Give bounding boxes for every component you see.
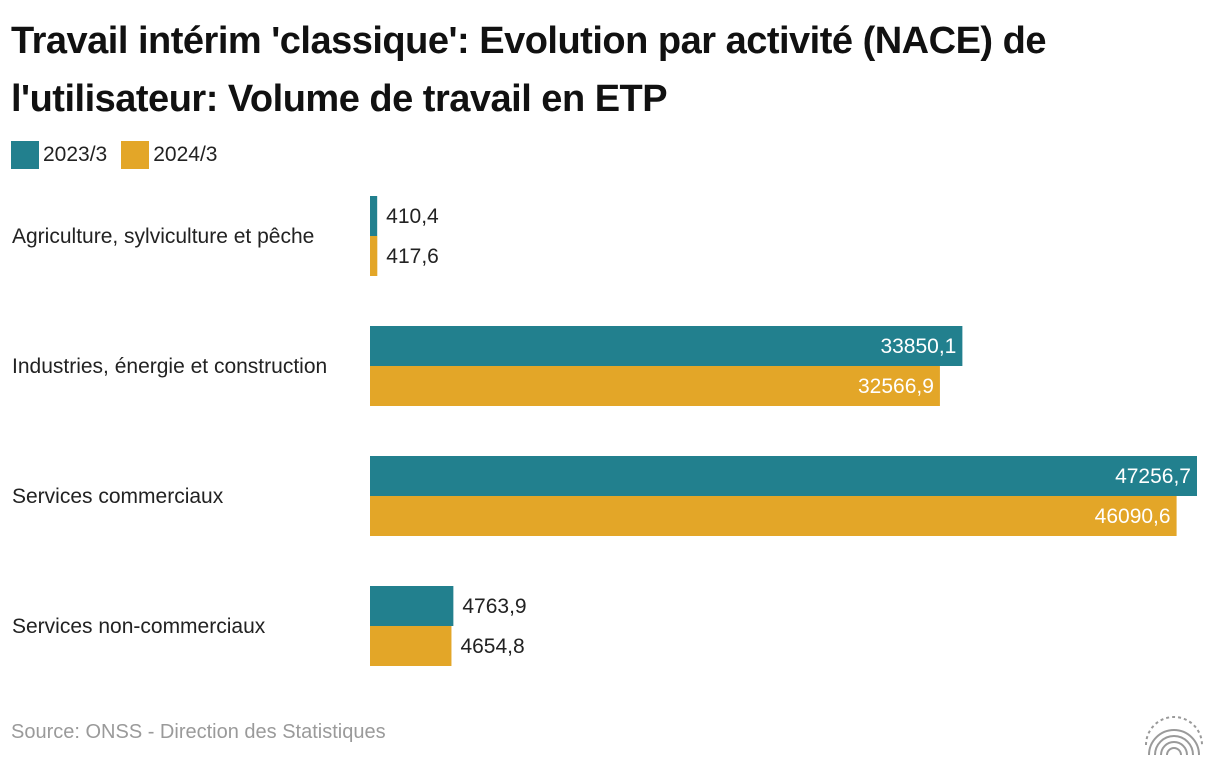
- bar-2023-3-agriculture-sylviculture-et-peche: [370, 196, 378, 236]
- category-label-services-non-commerciaux: Services non-commerciaux: [12, 615, 266, 638]
- legend-item-2023: 2023/3: [11, 141, 107, 169]
- bar-2023-3-services-non-commerciaux: [370, 586, 454, 626]
- value-label-2024-3-agriculture-sylviculture-et-peche: 417,6: [386, 245, 439, 268]
- legend-swatch-2024: [121, 141, 150, 169]
- value-label-2023-3-agriculture-sylviculture-et-peche: 410,4: [386, 205, 439, 228]
- value-label-2023-3-services-non-commerciaux: 4763,9: [462, 595, 526, 618]
- legend-label-2024: 2024/3: [153, 143, 218, 166]
- legend-swatch-2023: [11, 141, 39, 169]
- value-label-2024-3-services-non-commerciaux: 4654,8: [460, 635, 524, 658]
- category-label-agriculture-sylviculture-et-peche: Agriculture, sylviculture et pêche: [12, 225, 314, 248]
- bar-2024-3-services-commerciaux: [370, 496, 1177, 536]
- value-label-2024-3-industries-energie-et-construction: 32566,9: [858, 375, 934, 398]
- bar-2023-3-industries-energie-et-construction: [370, 326, 963, 366]
- bar-2024-3-services-non-commerciaux: [370, 626, 452, 666]
- legend-label-2023: 2023/3: [43, 143, 108, 166]
- category-label-services-commerciaux: Services commerciaux: [12, 485, 224, 508]
- bar-chart: Agriculture, sylviculture et pêche 410,4 4…: [12, 196, 1197, 666]
- legend: 2023/3 2024/3: [11, 141, 231, 169]
- bar-2023-3-services-commerciaux: [370, 456, 1197, 496]
- value-label-2023-3-services-commerciaux: 47256,7: [1115, 465, 1191, 488]
- category-label-industries-energie-et-construction: Industries, énergie et construction: [12, 355, 327, 378]
- chart-title: Travail intérim 'classique': Evolution p…: [11, 20, 1046, 120]
- source-note: Source: ONSS - Direction des Statistique…: [11, 721, 386, 743]
- value-label-2024-3-services-commerciaux: 46090,6: [1095, 505, 1171, 528]
- bar-2024-3-agriculture-sylviculture-et-peche: [370, 236, 378, 276]
- legend-item-2024: 2024/3: [121, 141, 217, 169]
- onss-arcs-logo-icon: [1145, 716, 1203, 756]
- bar-2024-3-industries-energie-et-construction: [370, 366, 940, 406]
- value-label-2023-3-industries-energie-et-construction: 33850,1: [880, 335, 956, 358]
